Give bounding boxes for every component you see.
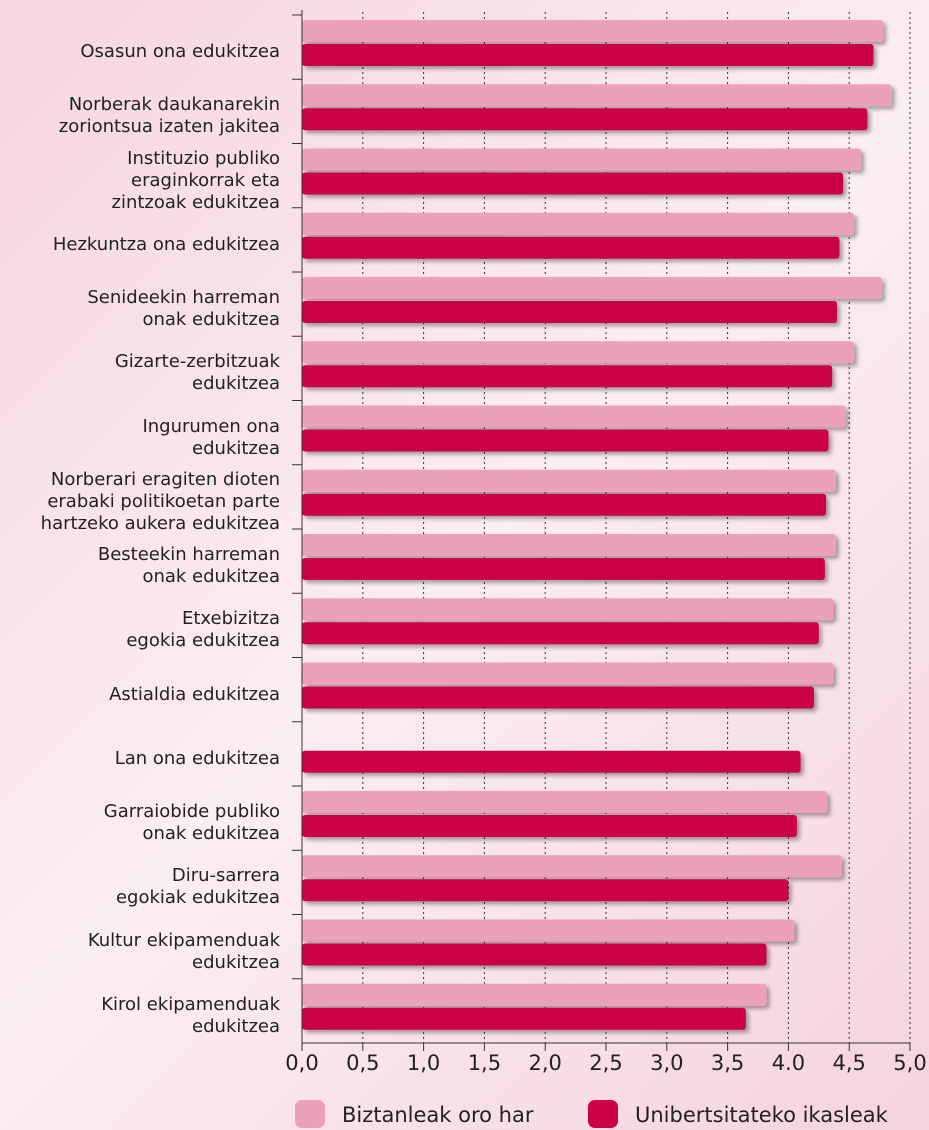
bar xyxy=(302,750,801,773)
x-tick-label: 0,5 xyxy=(346,1051,379,1075)
y-tick-label: Diru-sarrera egokiak edukitzea xyxy=(115,865,280,909)
x-tick-label: 4.0 xyxy=(772,1051,805,1075)
y-tick-label: Ingurumen ona edukitzea xyxy=(142,415,280,459)
legend-swatch xyxy=(588,1100,618,1128)
bar xyxy=(302,919,795,942)
bar xyxy=(302,172,844,195)
bar xyxy=(302,405,846,428)
legend-label: Biztanleak oro har xyxy=(342,1103,534,1127)
bar xyxy=(302,365,833,388)
bar xyxy=(302,212,855,235)
bar xyxy=(302,44,874,66)
x-tick-label: 3,5 xyxy=(711,1051,744,1075)
x-tick-label: 3,0 xyxy=(650,1051,683,1075)
bar xyxy=(302,983,767,1006)
y-tick-label: Lan ona edukitzea xyxy=(114,747,280,769)
x-tick-label: 1,0 xyxy=(407,1051,440,1075)
y-tick-label: Instituzio publiko eraginkorrak eta zint… xyxy=(111,147,281,213)
y-tick-label: Astialdia edukitzea xyxy=(109,683,280,705)
y-tick-label: Osasun ona edukitzea xyxy=(80,41,280,63)
bar xyxy=(302,20,884,42)
bar xyxy=(302,341,855,364)
legend-label: Unibertsitateko ikasleak xyxy=(635,1103,889,1127)
bar xyxy=(302,815,797,837)
bar xyxy=(302,662,834,685)
y-tick-label: Gizarte-zerbitzuak edukitzea xyxy=(114,351,280,395)
legend-swatch xyxy=(295,1100,325,1128)
bar xyxy=(302,148,862,171)
x-tick-label: 0,0 xyxy=(285,1051,318,1075)
y-tick-label: Etxebizitza egokia edukitzea xyxy=(126,608,280,652)
bar xyxy=(302,943,767,966)
x-tick-label: 2,0 xyxy=(528,1051,561,1075)
bar xyxy=(302,277,883,299)
bar xyxy=(302,879,789,902)
bar xyxy=(302,236,840,259)
bar xyxy=(302,598,834,621)
y-tick-label: Norberari eragiten dioten erabaki politi… xyxy=(40,468,280,534)
bar xyxy=(302,855,842,878)
x-tick-label: 1,5 xyxy=(468,1051,501,1075)
bar xyxy=(302,108,868,131)
bar xyxy=(302,791,828,813)
bar xyxy=(302,301,838,323)
y-tick-label: Norberak daukanarekin zoriontsua izaten … xyxy=(58,94,280,138)
bar xyxy=(302,429,829,452)
y-tick-label: Hezkuntza ona edukitzea xyxy=(52,233,280,255)
y-tick-label: Kirol ekipamenduak edukitzea xyxy=(101,993,280,1037)
y-tick-label: Senideekin harreman onak edukitzea xyxy=(87,287,280,331)
bar xyxy=(302,493,827,516)
bar xyxy=(302,469,836,492)
y-tick-label: Besteekin harreman onak edukitzea xyxy=(97,544,280,588)
x-tick-label: 4,5 xyxy=(832,1051,865,1075)
x-tick-label: 2,5 xyxy=(589,1051,622,1075)
bar xyxy=(302,686,814,709)
y-tick-label: Garraiobide publiko onak edukitzea xyxy=(103,801,280,845)
x-tick-label: 5,0 xyxy=(893,1051,926,1075)
bar xyxy=(302,1007,746,1030)
bar xyxy=(302,534,836,556)
bar xyxy=(302,558,825,580)
y-tick-label: Kultur ekipamenduak edukitzea xyxy=(87,929,280,973)
bar xyxy=(302,84,892,107)
bar xyxy=(302,622,819,645)
